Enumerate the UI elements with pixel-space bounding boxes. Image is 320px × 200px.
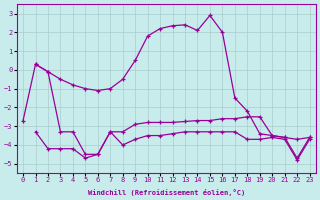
X-axis label: Windchill (Refroidissement éolien,°C): Windchill (Refroidissement éolien,°C) <box>88 189 245 196</box>
